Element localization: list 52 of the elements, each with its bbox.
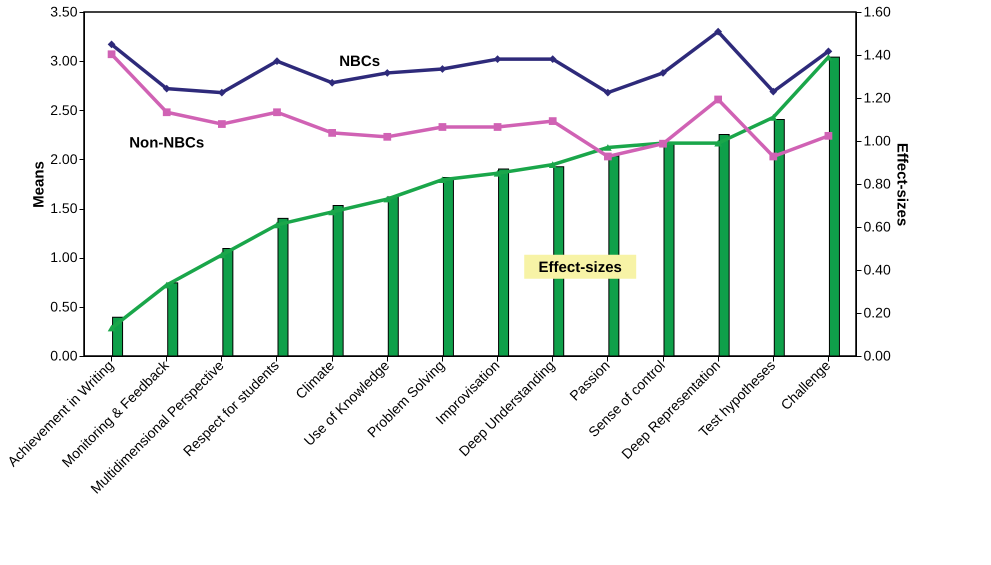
point xyxy=(108,324,116,332)
point xyxy=(162,108,171,116)
point xyxy=(273,108,281,116)
point xyxy=(824,132,832,140)
y2-tick-label: 0.20 xyxy=(864,304,891,320)
y2-tick-label: 0.40 xyxy=(864,262,891,278)
y2-tick-label: 1.00 xyxy=(864,132,891,148)
point xyxy=(714,96,722,104)
point xyxy=(604,144,612,151)
y2-tick-label: 1.40 xyxy=(864,46,891,62)
point xyxy=(824,47,832,56)
point xyxy=(438,176,446,184)
y-tick-label: 0.50 xyxy=(50,298,78,314)
point xyxy=(328,129,336,137)
point xyxy=(108,50,116,58)
point xyxy=(383,132,392,141)
point xyxy=(494,123,502,131)
point xyxy=(273,221,281,228)
point xyxy=(273,57,281,66)
y-axis-title: Means xyxy=(30,161,48,208)
point xyxy=(659,69,667,77)
point xyxy=(108,40,116,48)
point xyxy=(218,120,226,128)
point xyxy=(714,140,722,147)
y-tick-label: 1.50 xyxy=(50,200,78,216)
series-label: NBCs xyxy=(339,52,380,70)
point xyxy=(769,88,778,96)
y2-tick-label: 0.60 xyxy=(864,218,891,234)
y2-tick-label: 1.20 xyxy=(864,90,891,106)
point xyxy=(328,208,336,216)
y2-tick-label: 0.80 xyxy=(864,176,891,192)
y-tick-label: 3.50 xyxy=(50,4,78,20)
point xyxy=(769,152,778,160)
point xyxy=(604,152,612,160)
point xyxy=(714,28,722,36)
point xyxy=(494,170,502,177)
y2-tick-label: 0.00 xyxy=(864,348,891,364)
point xyxy=(548,161,557,168)
point xyxy=(548,117,557,125)
point xyxy=(604,88,612,96)
y-tick-label: 1.00 xyxy=(50,249,78,266)
y2-axis-title: Effect-sizes xyxy=(894,142,911,226)
point xyxy=(769,114,778,121)
y-tick-label: 2.00 xyxy=(50,150,78,167)
point xyxy=(383,196,392,202)
y-tick-label: 0.00 xyxy=(50,348,78,364)
point xyxy=(438,123,446,131)
series-label: Effect-sizes xyxy=(538,258,622,276)
series-label: Non-NBCs xyxy=(129,134,204,152)
y-tick-label: 3.00 xyxy=(50,52,78,69)
y2-tick-label: 1.60 xyxy=(864,4,891,20)
y-tick-label: 2.50 xyxy=(50,102,78,118)
